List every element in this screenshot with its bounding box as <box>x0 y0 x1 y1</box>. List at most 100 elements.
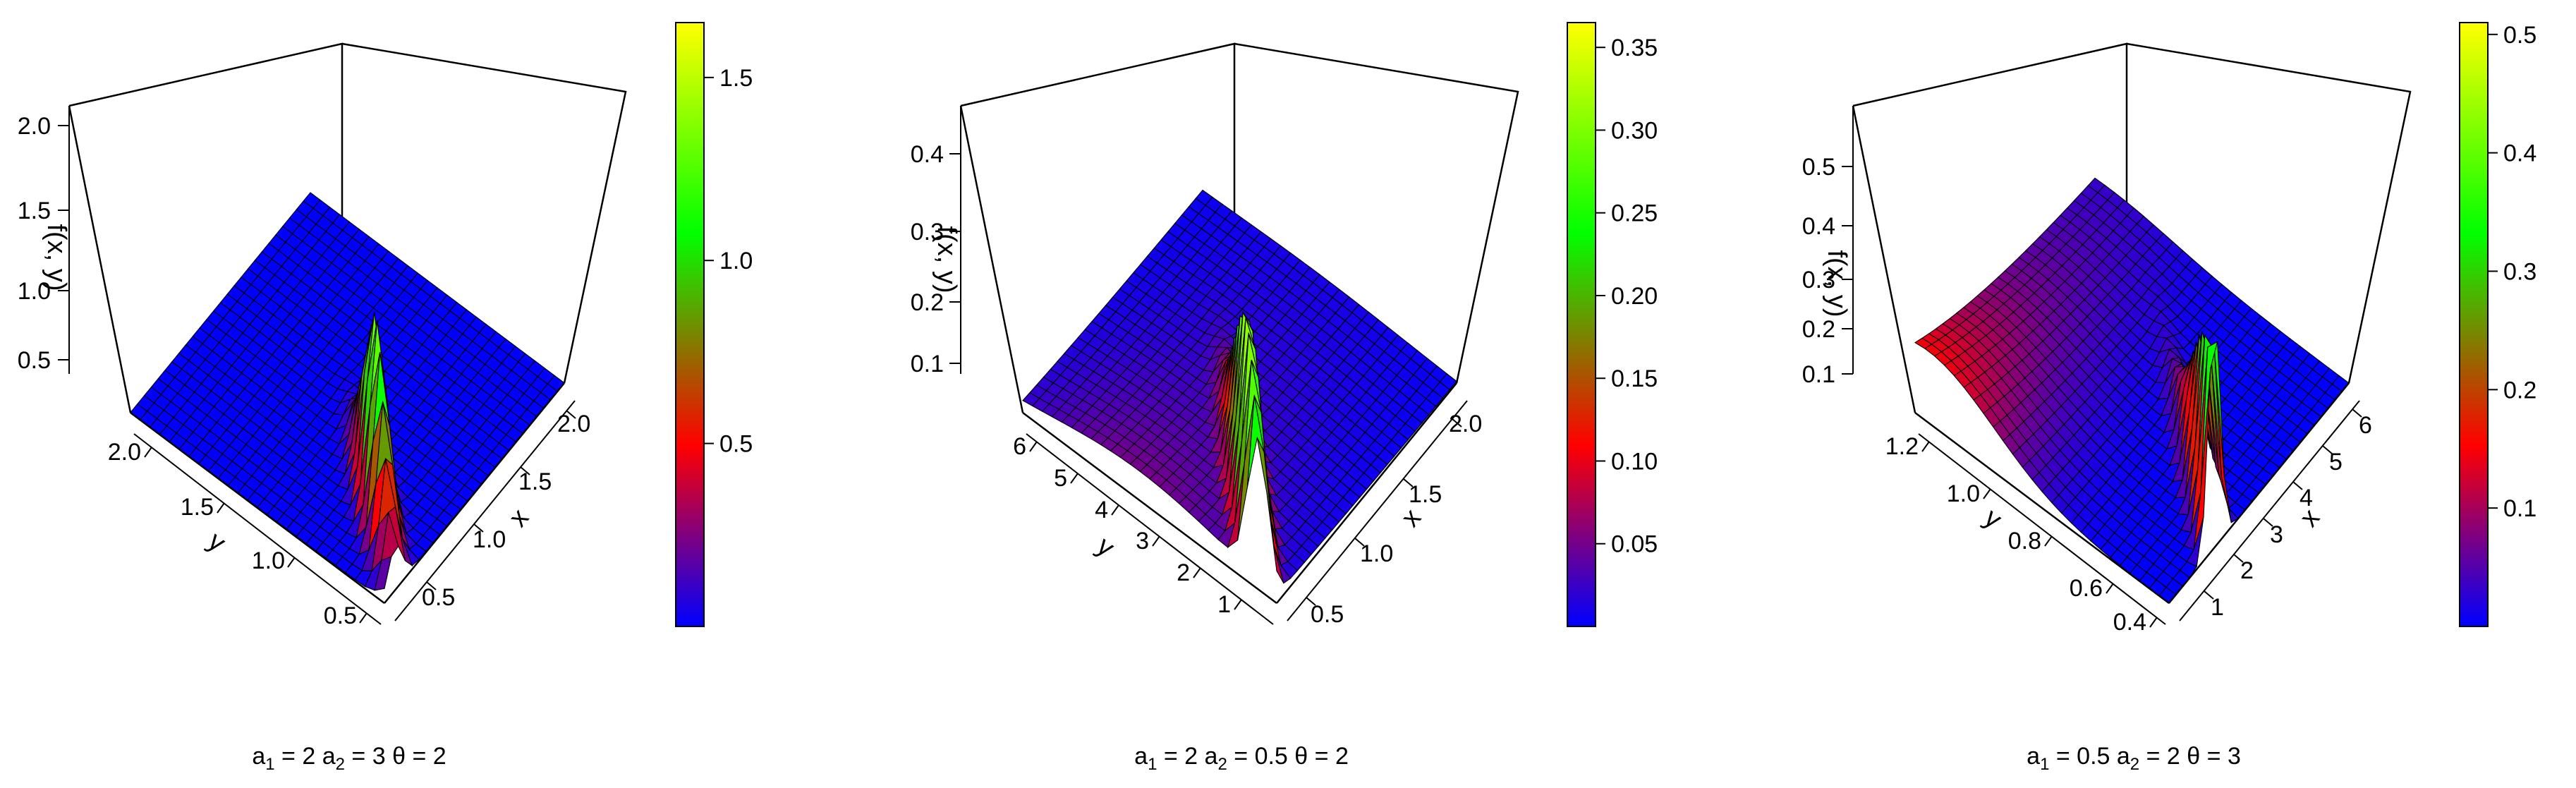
panel-3-x-tick-label: 6 <box>2359 412 2372 439</box>
panel-3-surface <box>1914 177 2350 604</box>
panel-2-y-tick-label: 3 <box>1136 528 1149 554</box>
colorbar-tick-label: 0.25 <box>1611 200 1658 227</box>
panel-1: 2.0 1.5 1.0 0.5 f(x, y) 2.0 1.5 1.0 0.5 … <box>18 22 753 774</box>
surface-facet <box>374 556 392 591</box>
panel-1-x-tick <box>520 466 530 475</box>
panel-1-z-axis: 2.0 1.5 1.0 0.5 f(x, y) <box>18 106 71 374</box>
panel-2-colorbar-bar <box>1567 22 1596 627</box>
panel-1-z-tick-label: 2.0 <box>18 113 51 140</box>
panel-2-surface <box>1022 189 1457 584</box>
panel-1-y-tick-label: 1.0 <box>252 547 285 574</box>
surface-facet <box>1266 493 1284 583</box>
panel-3-y-tick-label: 0.4 <box>2113 609 2146 636</box>
colorbar-tick-label: 0.3 <box>2503 258 2536 285</box>
panel-3-z-axis-label: f(x, y) <box>1822 250 1852 317</box>
panel-2-caption: a1 = 2 a2 = 0.5 θ = 2 <box>1134 743 1349 774</box>
colorbar-tick-label: 0.10 <box>1611 448 1658 475</box>
panel-3: 0.5 0.4 0.3 0.2 0.1 f(x, y) 1.2 1.0 0.8 … <box>1802 22 2537 774</box>
panel-3-z-tick-label: 0.5 <box>1802 154 1835 181</box>
panel-1-y-tick-label: 1.5 <box>181 494 214 521</box>
panel-3-x-tick-label: 2 <box>2240 557 2254 584</box>
panel-2-z-tick-label: 0.1 <box>911 351 944 377</box>
panel-2-z-axis: 0.4 0.3 0.2 0.1 f(x, y) <box>911 106 961 377</box>
panel-3-caption: a1 = 0.5 a2 = 2 θ = 3 <box>2027 743 2241 774</box>
panel-3-y-tick-label: 0.8 <box>2008 528 2041 554</box>
panel-2-y-tick-label: 2 <box>1177 559 1190 586</box>
panel-2-colorbar: 0.05 0.10 0.15 0.20 0.25 0.30 0.35 <box>1567 22 1658 627</box>
panel-1-x-tick-label: 1.0 <box>473 526 506 553</box>
panel-2-y-tick <box>1193 567 1201 578</box>
panel-2-y-tick <box>1234 599 1242 610</box>
panel-1-y-axis: 2.0 1.5 1.0 0.5 y <box>108 433 382 629</box>
panel-2-box-front <box>959 105 1457 604</box>
panel-3-x-tick-label: 1 <box>2211 594 2224 621</box>
panel-2-y-axis-line <box>1026 433 1274 625</box>
panel-1-surface <box>130 192 565 591</box>
panel-2: 0.4 0.3 0.2 0.1 f(x, y) 6 5 4 3 2 1 y <box>911 22 1658 774</box>
panel-3-x-tick <box>2263 518 2273 527</box>
panel-3-z-tick-label: 0.2 <box>1802 316 1835 343</box>
panel-2-y-tick <box>1111 504 1119 516</box>
panel-2-z-tick-label: 0.3 <box>911 219 944 246</box>
colorbar-tick-label: 0.20 <box>1611 283 1658 310</box>
panel-3-x-tick-label: 4 <box>2299 485 2313 511</box>
panel-3-y-tick-label: 1.0 <box>1947 480 1980 507</box>
panel-2-x-tick-label: 1.5 <box>1409 481 1442 508</box>
panel-1-x-tick <box>426 581 437 590</box>
colorbar-tick-label: 1.0 <box>719 248 753 274</box>
panel-3-y-axis: 1.2 1.0 0.8 0.6 0.4 y <box>1885 433 2166 636</box>
panel-1-z-axis-label: f(x, y) <box>42 224 71 291</box>
panel-2-x-tick <box>1452 418 1462 428</box>
colorbar-tick-label: 0.4 <box>2503 140 2536 167</box>
panel-3-z-tick-label: 0.1 <box>1802 361 1835 388</box>
panel-1-x-tick-label: 1.5 <box>518 468 552 495</box>
panel-2-x-tick-label: 0.5 <box>1311 601 1344 628</box>
panel-3-x-tick-label: 5 <box>2329 449 2343 475</box>
colorbar-tick-label: 0.35 <box>1611 35 1658 61</box>
colorbar-tick-label: 0.5 <box>2503 22 2536 49</box>
panel-1-y-axis-label: y <box>202 526 231 558</box>
panel-1-colorbar-bar <box>675 22 705 627</box>
panel-3-x-tick <box>2233 554 2244 563</box>
panel-1-caption: a1 = 2 a2 = 3 θ = 2 <box>252 743 446 774</box>
panel-3-z-tick-label: 0.3 <box>1802 267 1835 293</box>
colorbar-tick-label: 0.30 <box>1611 117 1658 144</box>
panel-2-y-tick <box>1070 473 1079 484</box>
panel-3-y-tick <box>2106 583 2114 594</box>
panel-3-x-tick <box>2204 590 2214 600</box>
panel-2-z-tick-label: 0.2 <box>911 289 944 316</box>
panel-3-y-tick-label: 1.2 <box>1885 433 1919 460</box>
panel-3-box-front <box>1852 105 2350 604</box>
panel-2-x-tick <box>1306 597 1316 606</box>
panel-1-z-tick-label: 1.0 <box>18 278 51 305</box>
panel-1-box-front <box>68 105 565 604</box>
panel-1-x-axis-label: x <box>504 504 535 533</box>
colorbar-tick-label: 1.5 <box>719 65 753 92</box>
panel-2-x-tick <box>1403 478 1414 487</box>
panel-3-colorbar-bar <box>2459 22 2489 627</box>
panel-3-z-tick-label: 0.4 <box>1802 213 1835 240</box>
colorbar-tick-label: 0.05 <box>1611 531 1658 558</box>
panel-2-x-tick-label: 2.0 <box>1449 411 1482 437</box>
panel-2-x-tick <box>1354 538 1365 547</box>
panel-3-y-axis-label: y <box>1979 503 2007 535</box>
panel-2-z-tick-label: 0.4 <box>911 141 944 168</box>
panel-3-colorbar: 0.1 0.2 0.3 0.4 0.5 <box>2459 22 2536 627</box>
panel-1-y-tick <box>287 557 296 568</box>
panel-3-y-tick <box>2044 535 2053 547</box>
panel-3-x-tick <box>2322 445 2333 454</box>
panel-3-z-axis: 0.5 0.4 0.3 0.2 0.1 f(x, y) <box>1802 106 1854 388</box>
panel-3-y-tick-label: 0.6 <box>2070 575 2103 602</box>
panel-3-y-tick <box>1983 488 1991 499</box>
panel-1-z-tick-label: 0.5 <box>18 347 51 374</box>
panel-2-y-tick-label: 5 <box>1054 465 1067 492</box>
panel-2-y-axis-label: y <box>1091 531 1119 563</box>
panel-1-x-tick-label: 0.5 <box>422 584 455 611</box>
panel-2-x-axis-line <box>1287 400 1468 622</box>
panel-1-y-tick <box>144 447 152 458</box>
panel-2-y-tick-label: 4 <box>1095 497 1108 523</box>
panel-1-x-tick <box>566 410 576 419</box>
panel-3-x-tick-label: 3 <box>2270 521 2283 548</box>
panel-3-y-tick <box>1921 441 1930 452</box>
